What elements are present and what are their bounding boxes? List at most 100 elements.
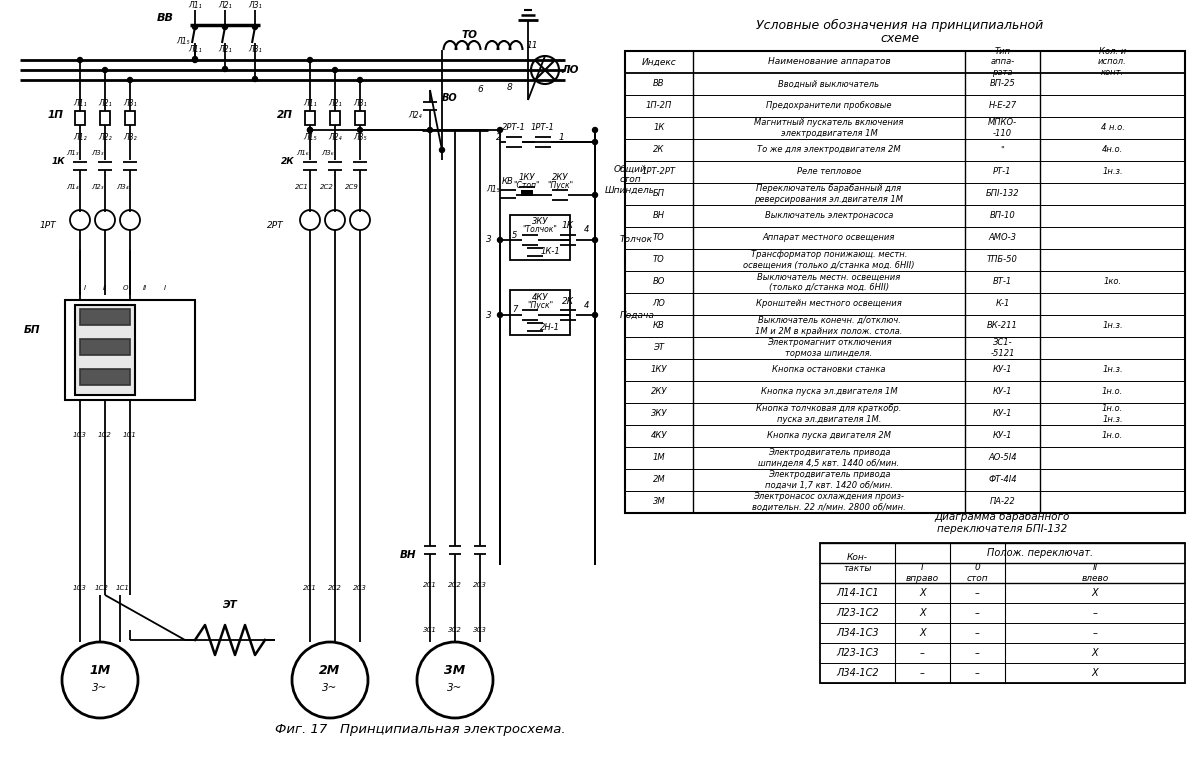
Text: Общий
стоп
Шпиндель: Общий стоп Шпиндель: [605, 165, 655, 195]
Text: 2М: 2М: [653, 476, 665, 484]
Text: 1КУ: 1КУ: [518, 173, 535, 182]
Circle shape: [307, 128, 312, 132]
Text: 2С1: 2С1: [424, 582, 437, 588]
Text: Л1₅: Л1₅: [304, 132, 317, 142]
Text: –: –: [976, 608, 980, 618]
Text: 1М: 1М: [653, 454, 665, 463]
Text: 4: 4: [584, 226, 589, 235]
Text: Л1₃: Л1₃: [66, 150, 78, 156]
Text: ВН: ВН: [400, 550, 416, 560]
Circle shape: [222, 66, 228, 72]
Text: Х: Х: [919, 608, 926, 618]
Text: 2С3: 2С3: [353, 585, 367, 591]
Text: I
вправо: I вправо: [906, 564, 940, 583]
Circle shape: [593, 192, 598, 197]
Text: Выключатель конечн. д/отключ.
1М и 2М в крайних полож. стола.: Выключатель конечн. д/отключ. 1М и 2М в …: [755, 316, 902, 336]
Text: 1РТ: 1РТ: [40, 220, 56, 229]
Text: "Пуск": "Пуск": [527, 300, 553, 310]
Text: Полож. переключат.: Полож. переключат.: [986, 548, 1093, 558]
Text: Фиг. 17   Принципиальная электросхема.: Фиг. 17 Принципиальная электросхема.: [275, 724, 565, 736]
Text: РТ-1: РТ-1: [994, 168, 1012, 176]
Text: Толчок: Толчок: [620, 236, 653, 245]
Text: 1С1: 1С1: [124, 432, 137, 438]
Text: 6: 6: [478, 85, 482, 95]
Circle shape: [102, 68, 108, 72]
Text: 3: 3: [486, 310, 492, 320]
Bar: [80, 339, 130, 355]
Text: "Пуск": "Пуск": [547, 180, 574, 189]
Bar: [100, 111, 110, 125]
Text: Условные обозначения на принципиальной: Условные обозначения на принципиальной: [756, 18, 1044, 32]
Text: 1н.з.: 1н.з.: [1102, 168, 1123, 176]
Text: 8: 8: [508, 83, 512, 92]
Text: 1С1: 1С1: [116, 585, 130, 591]
Text: –: –: [1092, 608, 1098, 618]
Text: –: –: [976, 648, 980, 658]
Text: ЭТ: ЭТ: [223, 600, 238, 610]
Circle shape: [307, 128, 312, 132]
Text: Реле тепловое: Реле тепловое: [797, 168, 862, 176]
Text: 1ко.: 1ко.: [1104, 277, 1122, 286]
Text: Л2₁: Л2₁: [328, 99, 342, 108]
Text: Кронштейн местного освещения: Кронштейн местного освещения: [756, 300, 902, 309]
Text: –: –: [920, 668, 925, 678]
Text: 2КУ: 2КУ: [552, 173, 569, 182]
Text: КУ-1: КУ-1: [992, 431, 1013, 440]
Text: ВП-25: ВП-25: [990, 79, 1015, 89]
Text: 1КУ: 1КУ: [650, 366, 667, 374]
Text: Л2₄: Л2₄: [408, 111, 422, 119]
Text: 1С2: 1С2: [95, 585, 109, 591]
Text: Л34-1С3: Л34-1С3: [836, 628, 878, 638]
Circle shape: [427, 128, 432, 132]
Text: ТО: ТО: [462, 30, 478, 40]
Text: 1М: 1М: [89, 664, 110, 677]
Text: 2РТ-1: 2РТ-1: [502, 123, 526, 132]
Text: Предохранители пробковые: Предохранители пробковые: [767, 102, 892, 111]
Circle shape: [593, 313, 598, 317]
Text: Л23-1С3: Л23-1С3: [836, 648, 878, 658]
Text: 2К: 2К: [653, 146, 665, 155]
Text: Выключатель местн. освещения
(только д/станка мод. 6НII): Выключатель местн. освещения (только д/с…: [757, 273, 901, 292]
Circle shape: [593, 139, 598, 145]
Bar: [625, 51, 1186, 513]
Circle shape: [358, 78, 362, 82]
Text: 2М: 2М: [319, 664, 341, 677]
Text: КУ-1: КУ-1: [992, 410, 1013, 419]
Text: КУ-1: КУ-1: [992, 387, 1013, 397]
Text: 1К: 1К: [52, 158, 65, 166]
Text: ТО: ТО: [653, 233, 665, 243]
Bar: [305, 111, 314, 125]
Text: –: –: [976, 628, 980, 638]
Text: Л2₃: Л2₃: [91, 184, 103, 190]
Text: 1РТ-1: 1РТ-1: [532, 123, 554, 132]
Text: ФТ-4I4: ФТ-4I4: [988, 476, 1016, 484]
Text: Л3₁: Л3₁: [248, 45, 262, 53]
Text: ВН: ВН: [653, 212, 665, 220]
Text: 2С2: 2С2: [320, 184, 334, 190]
Text: I: I: [84, 285, 86, 291]
Text: 3~: 3~: [92, 683, 108, 693]
Text: Л2₁: Л2₁: [218, 2, 232, 11]
Text: ВВ: ВВ: [653, 79, 665, 89]
Circle shape: [252, 76, 258, 82]
Text: "Толчок": "Толчок": [522, 226, 558, 235]
Text: 1К: 1К: [562, 222, 574, 230]
Text: Индекс: Индекс: [642, 58, 677, 66]
Text: Л1₁: Л1₁: [304, 99, 317, 108]
Text: Х: Х: [1092, 668, 1098, 678]
Text: Л1₁: Л1₁: [188, 2, 202, 11]
Text: –: –: [920, 648, 925, 658]
Text: Электродвигатель привода
подачи 1,7 квт. 1420 об/мин.: Электродвигатель привода подачи 1,7 квт.…: [766, 470, 893, 490]
Text: Кнопка пуска эл.двигателя 1М: Кнопка пуска эл.двигателя 1М: [761, 387, 898, 397]
Text: Л1₅: Л1₅: [176, 38, 190, 46]
Text: Л34-1С2: Л34-1С2: [836, 668, 878, 678]
Text: ВТ-1: ВТ-1: [992, 277, 1012, 286]
Text: 4КУ: 4КУ: [532, 293, 548, 302]
Text: "Стоп": "Стоп": [514, 180, 540, 189]
Text: То же для электродвигателя 2М: То же для электродвигателя 2М: [757, 146, 901, 155]
Text: Л23-1С2: Л23-1С2: [836, 608, 878, 618]
Text: БПI-132: БПI-132: [985, 189, 1019, 199]
Circle shape: [498, 128, 503, 132]
Text: 1К: 1К: [653, 123, 665, 132]
Text: 1н.з.: 1н.з.: [1102, 322, 1123, 330]
